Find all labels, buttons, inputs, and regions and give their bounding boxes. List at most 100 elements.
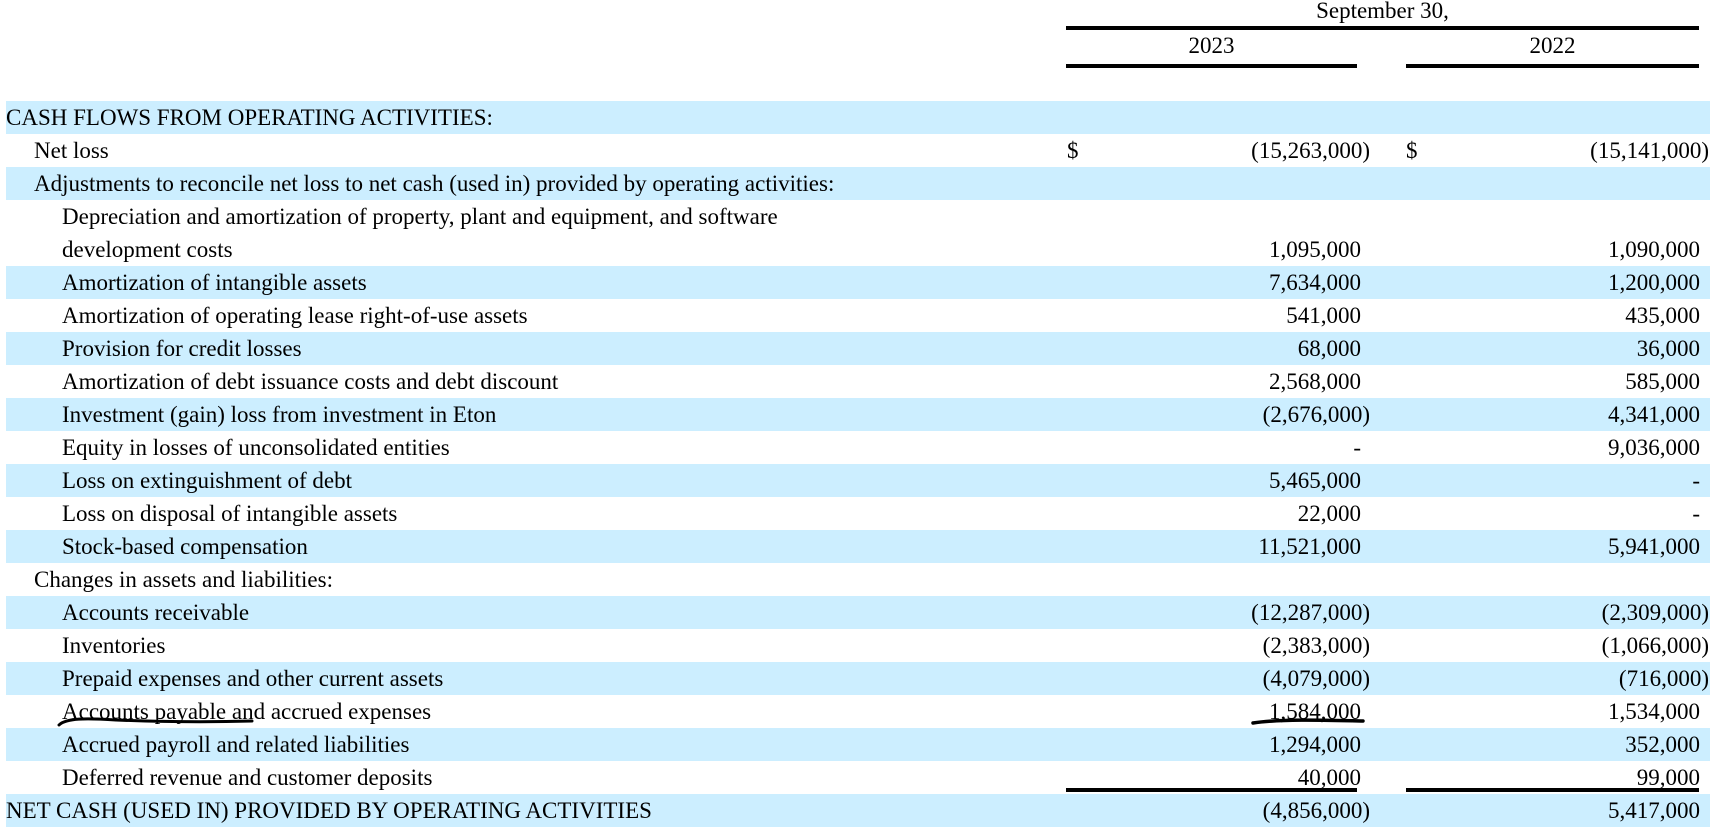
year-2022-header-rule [1406,64,1699,68]
value-2023: (4,856,000) [1262,798,1370,823]
value-2022: 36,000 [1636,336,1700,361]
value-2023: 1,294,000 [1269,732,1361,757]
row-label: Net loss [34,134,109,167]
row-label: Accrued payroll and related liabilities [62,728,409,761]
row-label: Accounts payable and accrued expenses [62,695,431,728]
row-label: Prepaid expenses and other current asset… [62,662,443,695]
row-label: Provision for credit losses [62,332,302,365]
row-label: Loss on extinguishment of debt [62,464,352,497]
value-2022: 1,090,000 [1608,237,1700,262]
row-label: Stock-based compensation [62,530,308,563]
table-row: Accounts payable and accrued expenses 1,5… [6,695,1710,728]
value-2022: 1,200,000 [1608,270,1700,295]
row-label-text: CASH FLOWS FROM OPERATING ACTIVITIES: [6,105,493,130]
row-label-text: NET CASH (USED IN) PROVIDED BY OPERATING… [6,798,652,823]
row-label-text: Amortization of intangible assets [62,270,367,295]
row-label-text: Loss on extinguishment of debt [62,468,353,493]
row-label-text: Loss on disposal of intangible assets [62,501,398,526]
table-row: Stock-based compensation 11,521,000 5,941,… [6,530,1710,563]
value-2023: 541,000 [1286,303,1361,328]
row-label-text: Stock-based compensation [62,534,308,559]
table-row: Prepaid expenses and other current asset… [6,662,1710,695]
row-label: CASH FLOWS FROM OPERATING ACTIVITIES: [6,101,493,134]
row-label: Loss on disposal of intangible assets [62,497,397,530]
row-label-text: Amortization of operating lease right-of… [62,303,528,328]
table-row: Accrued payroll and related liabilities 1… [6,728,1710,761]
row-label: Amortization of debt issuance costs and … [62,365,558,398]
row-label: Amortization of intangible assets [62,266,367,299]
value-2023: - [1353,435,1361,460]
row-label-text: Prepaid expenses and other current asset… [62,666,444,691]
row-label: NET CASH (USED IN) PROVIDED BY OPERATING… [6,794,652,827]
table-row: Deferred revenue and customer deposits 40… [6,761,1710,794]
year-2023-header-rule [1066,64,1357,68]
value-2022: (2,309,000) [1601,600,1709,625]
table-row: CASH FLOWS FROM OPERATING ACTIVITIES: [6,101,1710,134]
table-row: Accounts receivable (12,287,000) (2,309,00… [6,596,1710,629]
row-label: Deferred revenue and customer deposits [62,761,432,794]
row-label-text: Accounts payable and accrued expenses [62,699,432,724]
table-row: NET CASH (USED IN) PROVIDED BY OPERATING… [6,794,1710,827]
value-2022: 99,000 [1636,765,1700,790]
table-row: Equity in losses of unconsolidated entit… [6,431,1710,464]
table-row: Adjustments to reconcile net loss to net… [6,167,1710,200]
value-2022: 1,534,000 [1608,699,1700,724]
table-row: Investment (gain) loss from investment i… [6,398,1710,431]
row-label-text: Investment (gain) loss from investment i… [62,402,497,427]
table-row: Loss on extinguishment of debt 5,465,000 - [6,464,1710,497]
row-label-text: Inventories [62,633,166,658]
value-2022: (15,141,000) [1590,138,1709,163]
period-header-rule [1066,26,1699,30]
value-2022: 4,341,000 [1608,402,1700,427]
row-label-text: Provision for credit losses [62,336,302,361]
table-row: Amortization of debt issuance costs and … [6,365,1710,398]
row-label-text: Changes in assets and liabilities: [34,567,333,592]
table-row: Amortization of operating lease right-of… [6,299,1710,332]
row-label-text: Accrued payroll and related liabilities [62,732,410,757]
row-label: Inventories [62,629,165,662]
row-label-text-continued: development costs [62,237,233,262]
row-label-text: Accounts receivable [62,600,250,625]
value-2022: 435,000 [1625,303,1700,328]
table-row: Depreciation and amortization of propert… [6,200,1710,266]
value-2023: 22,000 [1297,501,1361,526]
value-2023: (2,383,000) [1262,633,1370,658]
value-2023: 11,521,000 [1258,534,1361,559]
value-2023: (15,263,000) [1251,138,1370,163]
table-row: Changes in assets and liabilities: [6,563,1710,596]
value-2022: 352,000 [1625,732,1700,757]
currency-symbol-2022: $ [1406,138,1418,163]
value-2023: (4,079,000) [1262,666,1370,691]
currency-symbol-2023: $ [1067,138,1079,163]
table-row: Provision for credit losses 68,000 36,000 [6,332,1710,365]
value-2023: 5,465,000 [1269,468,1361,493]
value-2022: 585,000 [1625,369,1700,394]
value-2022: (1,066,000) [1601,633,1709,658]
year-2022-header: 2022 [1529,33,1576,58]
value-2022: - [1692,468,1700,493]
table-row: Loss on disposal of intangible assets 22,… [6,497,1710,530]
value-2023: (12,287,000) [1251,600,1370,625]
value-2023: 1,584,000 [1269,699,1361,724]
row-label-text: Depreciation and amortization of propert… [62,204,778,229]
row-label: Depreciation and amortization of propert… [62,200,778,266]
value-2023: 68,000 [1297,336,1361,361]
value-2022: (716,000) [1618,666,1709,691]
year-2023-header: 2023 [1188,33,1235,58]
period-header: September 30, [1316,0,1449,23]
value-2022: - [1692,501,1700,526]
row-label-text: Equity in losses of unconsolidated entit… [62,435,450,460]
row-label-text: Deferred revenue and customer deposits [62,765,433,790]
value-2023: 7,634,000 [1269,270,1361,295]
row-label: Changes in assets and liabilities: [34,563,333,596]
row-label: Investment (gain) loss from investment i… [62,398,496,431]
row-label: Adjustments to reconcile net loss to net… [34,167,834,200]
row-label: Equity in losses of unconsolidated entit… [62,431,450,464]
table-row: Inventories (2,383,000) (1,066,000) [6,629,1710,662]
value-2022: 9,036,000 [1608,435,1700,460]
value-2023: 1,095,000 [1269,237,1361,262]
row-label: Accounts receivable [62,596,249,629]
row-label-text: Adjustments to reconcile net loss to net… [34,171,835,196]
total-rule-2023 [1066,788,1357,792]
table-row: Amortization of intangible assets 7,634,0… [6,266,1710,299]
